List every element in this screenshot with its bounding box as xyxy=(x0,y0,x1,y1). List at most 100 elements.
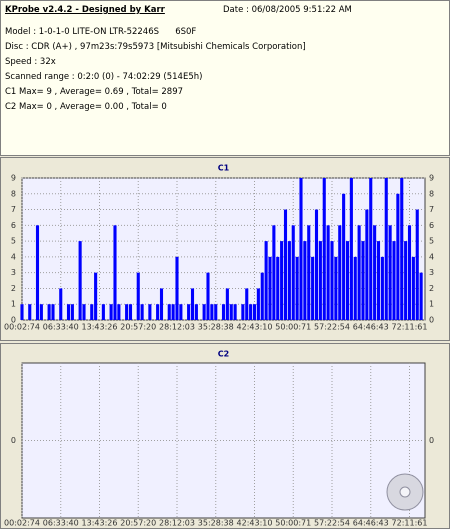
y-tick-label-right: 0 xyxy=(429,316,434,325)
y-tick-label: 4 xyxy=(11,252,16,261)
bar xyxy=(159,288,164,320)
bar xyxy=(369,178,373,320)
bar xyxy=(283,209,288,320)
bar xyxy=(330,241,334,320)
bar xyxy=(210,304,214,320)
x-tick-label: 64:46:43 xyxy=(353,323,389,332)
bar xyxy=(245,288,249,320)
bar xyxy=(272,225,276,320)
y-tick-label: 1 xyxy=(11,300,16,309)
disc-icon xyxy=(386,473,424,511)
bar xyxy=(345,241,350,320)
date: Date : 06/08/2005 9:51:22 AM xyxy=(223,5,352,15)
bar xyxy=(194,304,198,320)
y-tick-label: 2 xyxy=(11,284,16,293)
x-tick-label: 42:43:10 xyxy=(237,323,273,332)
bar xyxy=(39,304,43,320)
bar xyxy=(357,225,361,320)
bar xyxy=(299,178,303,320)
bar xyxy=(66,304,71,320)
x-tick-label: 13:43:26 xyxy=(82,519,118,528)
bar xyxy=(206,272,210,320)
bar xyxy=(82,304,86,320)
info-line: Scanned range : 0:2:0 (0) - 74:02:29 (51… xyxy=(5,72,203,82)
y-tick-label-right: 6 xyxy=(429,221,434,230)
y-tick-label: 8 xyxy=(11,189,16,198)
x-tick-label: 42:43:10 xyxy=(237,519,273,528)
charts: C10 01 12 23 34 45 56 67 78 89 900:02:74 06:33:40 13… xyxy=(0,157,450,529)
bar xyxy=(376,241,381,320)
bar xyxy=(241,304,245,320)
bar xyxy=(419,272,423,320)
bar xyxy=(342,193,346,320)
bar xyxy=(276,256,280,320)
x-tick-label: 72:11:61 xyxy=(392,519,428,528)
bar xyxy=(264,241,268,320)
bar xyxy=(20,304,24,320)
y-tick-label-right: 3 xyxy=(429,268,434,277)
x-tick-label: 64:46:43 xyxy=(353,519,389,528)
bar xyxy=(128,304,133,320)
y-tick-label-right: 7 xyxy=(429,205,434,214)
info-line: Speed : 32x xyxy=(5,57,56,67)
bar xyxy=(326,225,330,320)
bar xyxy=(51,304,55,320)
bar xyxy=(175,256,179,320)
x-tick-label: 28:12:03 xyxy=(159,519,195,528)
bar xyxy=(167,304,171,320)
bar xyxy=(78,241,82,320)
info-line: Model : 1-0-1-0 LITE-ON LTR-52246S 6S0F xyxy=(5,27,197,37)
bar xyxy=(156,304,160,320)
bar xyxy=(252,304,257,320)
bar xyxy=(225,288,229,320)
bar xyxy=(295,256,299,320)
x-tick-label: 20:57:20 xyxy=(120,323,156,332)
bar xyxy=(136,272,140,320)
x-tick-label: 57:22:54 xyxy=(314,323,350,332)
bar xyxy=(179,304,183,320)
bar xyxy=(125,304,129,320)
bar xyxy=(140,304,144,320)
y-tick-label: 0 xyxy=(11,436,16,445)
bar xyxy=(353,256,357,320)
chart-title: C2 xyxy=(218,350,229,359)
bar xyxy=(280,241,284,320)
bar xyxy=(407,225,412,320)
x-tick-label: 35:28:38 xyxy=(198,323,234,332)
y-tick-label: 9 xyxy=(11,174,16,183)
y-tick-label-right: 1 xyxy=(429,300,434,309)
bar xyxy=(380,256,384,320)
bar xyxy=(318,241,322,320)
bar xyxy=(221,304,226,320)
bar xyxy=(384,178,388,320)
y-tick-label-right: 0 xyxy=(429,436,434,445)
bar xyxy=(90,304,94,320)
bar xyxy=(202,304,206,320)
bar xyxy=(190,288,195,320)
info-line: Disc : CDR (A+) , 97m23s:79s5973 [Mitsub… xyxy=(5,42,306,52)
x-tick-label: 50:00:71 xyxy=(275,519,311,528)
bar xyxy=(260,272,264,320)
bar xyxy=(59,288,63,320)
bar xyxy=(415,209,419,320)
x-tick-label: 13:43:26 xyxy=(82,323,118,332)
bar xyxy=(404,241,408,320)
bar xyxy=(187,304,191,320)
y-tick-label-right: 5 xyxy=(429,237,434,246)
bar xyxy=(229,304,233,320)
x-tick-label: 50:00:71 xyxy=(275,323,311,332)
x-tick-label: 28:12:03 xyxy=(159,323,195,332)
bar xyxy=(392,241,396,320)
y-tick-label: 7 xyxy=(11,205,16,214)
bar xyxy=(349,178,353,320)
chart-title: C1 xyxy=(218,164,230,173)
bar xyxy=(171,304,175,320)
x-tick-label: 20:57:20 xyxy=(120,519,156,528)
info-line: C1 Max= 9 , Average= 0.69 , Total= 2897 xyxy=(5,87,184,97)
bar xyxy=(113,225,117,320)
bar xyxy=(94,272,98,320)
bar xyxy=(411,256,415,320)
x-tick-label: 00:02:74 xyxy=(4,519,40,528)
bar xyxy=(373,225,377,320)
